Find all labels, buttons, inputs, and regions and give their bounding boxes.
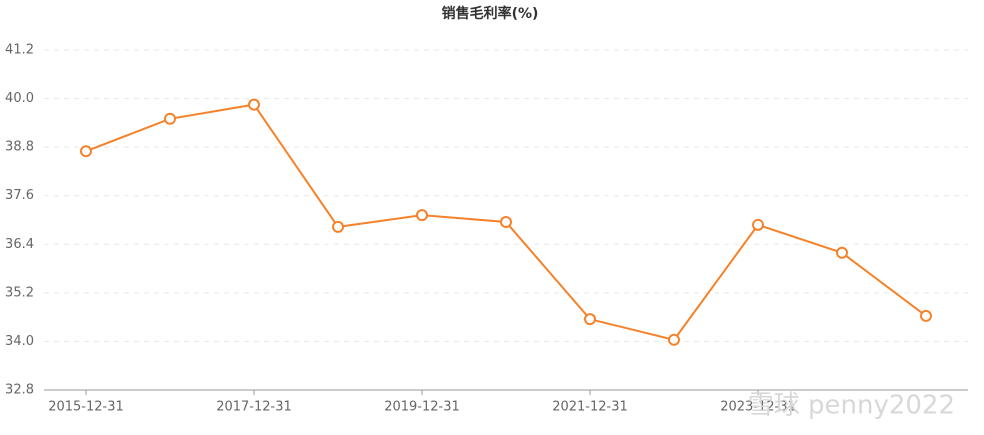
point — [248, 98, 260, 111]
y-tick-label: 41.2 — [5, 43, 34, 58]
point — [80, 145, 92, 158]
chart-title: 销售毛利率(%) — [442, 5, 539, 22]
y-tick-label: 36.4 — [5, 237, 34, 252]
y-tick-label: 34.0 — [5, 334, 34, 349]
x-tick-label: 2015-12-31 — [48, 400, 124, 415]
y-tick-label: 38.8 — [5, 140, 34, 155]
x-tick-label: 2021-12-31 — [552, 400, 628, 415]
watermark: 雪球 penny2022 — [748, 391, 955, 421]
point — [836, 246, 848, 259]
x-tick-label: 2019-12-31 — [384, 400, 460, 415]
point — [164, 112, 176, 125]
point — [668, 333, 680, 346]
point — [920, 309, 932, 322]
point — [416, 209, 428, 222]
y-tick-label: 37.6 — [5, 188, 34, 203]
y-tick-label: 32.8 — [5, 383, 34, 398]
y-tick-label: 40.0 — [5, 91, 34, 106]
x-tick-label: 2023-12-31 — [720, 400, 796, 415]
x-tick-label: 2017-12-31 — [216, 400, 292, 415]
point — [500, 216, 512, 229]
point — [584, 313, 596, 326]
point — [332, 220, 344, 233]
point — [752, 218, 764, 231]
y-tick-label: 35.2 — [5, 285, 34, 300]
